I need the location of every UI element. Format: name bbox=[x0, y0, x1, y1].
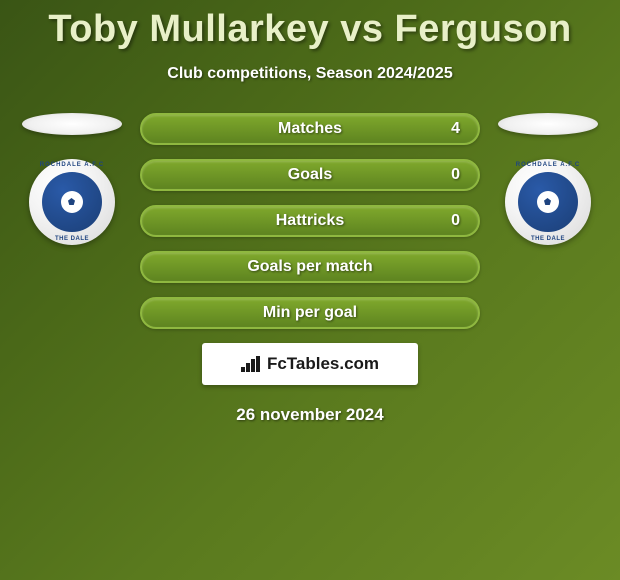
footer-date: 26 november 2024 bbox=[236, 405, 383, 425]
badge-text-top: ROCHDALE A.F.C bbox=[40, 162, 104, 168]
stat-value: 0 bbox=[451, 212, 460, 230]
source-logo-text: FcTables.com bbox=[267, 354, 379, 374]
bar-chart-icon bbox=[241, 356, 261, 372]
source-logo: FcTables.com bbox=[202, 343, 418, 385]
stats-column: Matches 4 Goals 0 Hattricks 0 Goals per … bbox=[140, 113, 480, 329]
comparison-card: Toby Mullarkey vs Ferguson Club competit… bbox=[0, 0, 620, 425]
stat-bar-matches: Matches 4 bbox=[140, 113, 480, 145]
stat-label: Hattricks bbox=[276, 212, 344, 230]
page-title: Toby Mullarkey vs Ferguson bbox=[48, 8, 571, 51]
club-badge-right: ROCHDALE A.F.C THE DALE bbox=[505, 159, 591, 245]
player-right-avatar bbox=[498, 113, 598, 135]
player-left-avatar bbox=[22, 113, 122, 135]
badge-text-bottom: THE DALE bbox=[55, 236, 89, 242]
stat-value: 0 bbox=[451, 166, 460, 184]
stat-bar-goals: Goals 0 bbox=[140, 159, 480, 191]
stat-label: Min per goal bbox=[263, 304, 357, 322]
stat-label: Matches bbox=[278, 120, 342, 138]
club-badge-left: ROCHDALE A.F.C THE DALE bbox=[29, 159, 115, 245]
stat-bar-hattricks: Hattricks 0 bbox=[140, 205, 480, 237]
football-icon bbox=[537, 191, 559, 213]
stat-bar-min-per-goal: Min per goal bbox=[140, 297, 480, 329]
stat-label: Goals per match bbox=[247, 258, 372, 276]
player-left-column: ROCHDALE A.F.C THE DALE bbox=[22, 113, 122, 245]
stat-label: Goals bbox=[288, 166, 332, 184]
club-badge-inner bbox=[42, 172, 102, 232]
comparison-row: ROCHDALE A.F.C THE DALE Matches 4 Goals … bbox=[0, 113, 620, 329]
football-icon bbox=[61, 191, 83, 213]
badge-text-top: ROCHDALE A.F.C bbox=[516, 162, 580, 168]
player-right-column: ROCHDALE A.F.C THE DALE bbox=[498, 113, 598, 245]
club-badge-inner bbox=[518, 172, 578, 232]
stat-bar-goals-per-match: Goals per match bbox=[140, 251, 480, 283]
subtitle: Club competitions, Season 2024/2025 bbox=[167, 65, 452, 83]
stat-value: 4 bbox=[451, 120, 460, 138]
badge-text-bottom: THE DALE bbox=[531, 236, 565, 242]
